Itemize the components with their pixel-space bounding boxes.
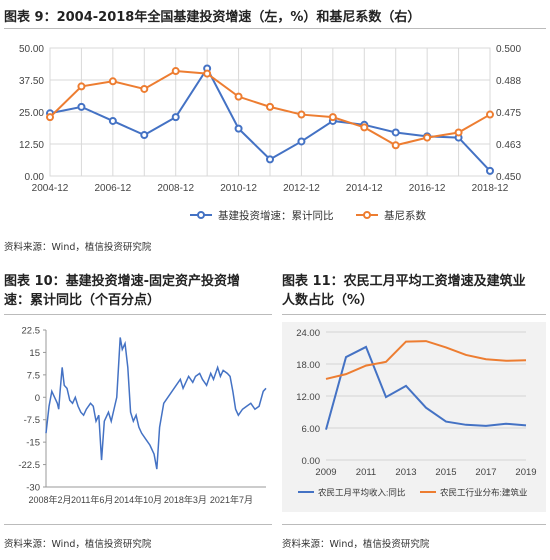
fig10-ytick: -7.5 [24, 415, 40, 426]
fig9-point [360, 123, 369, 132]
fig9-point [46, 113, 54, 122]
fig9-point [391, 128, 400, 137]
fig9-point [77, 102, 86, 111]
fig11-source: 资料来源：Wind，植信投资研究院 [282, 539, 430, 550]
fig9-point [77, 82, 86, 91]
fig9-point [266, 155, 274, 164]
fig11-ytick: 12.00 [296, 392, 320, 403]
fig11-source-rule [282, 524, 546, 525]
fig11-ytick: 24.00 [296, 328, 320, 339]
fig10-xtick: 2021年7月 [210, 494, 253, 505]
fig10-ytick: 15 [29, 348, 40, 359]
fig11-xtick: 2011 [356, 467, 376, 478]
fig9-source: 资料来源：Wind，植信投资研究院 [4, 242, 152, 253]
fig9-title: 图表 9：2004-2018年全国基建投资增速（左，%）和基尼系数（右） [4, 10, 421, 25]
fig11-svg: 0.00 6.00 12.00 18.00 24.00 2009 2011 2013 2015 2… [296, 328, 536, 498]
fig11-xtick: 2017 [475, 467, 496, 478]
fig10-ytick: -30 [26, 483, 40, 494]
fig10-ytick: 0 [35, 393, 40, 404]
fig9-legend-label: 基尼系数 [384, 209, 426, 222]
fig11-ytick: 18.00 [296, 360, 320, 371]
fig9-point [234, 124, 243, 133]
fig11-xtick: 2015 [435, 467, 456, 478]
fig9-xtick: 2004-12 [32, 183, 69, 194]
fig11-legend-label: 农民工月平均收入:同比 [318, 488, 405, 498]
fig10-chart: 22.5 15 7.5 0 -7.5 -15 -22.5 -30 2008年2月 2011年6月 2… [4, 322, 272, 512]
fig9-point [454, 128, 463, 137]
fig9-point [108, 116, 117, 125]
fig10-xtick: 2008年2月 [28, 494, 71, 505]
fig9-title-rule [4, 28, 546, 29]
fig10-title: 图表 10：基建投资增速-固定资产投资增 速：累计同比（个百分点） [4, 272, 274, 310]
fig9-xtick: 2014-12 [346, 183, 383, 194]
fig10-title-line2: 速：累计同比（个百分点） [4, 293, 161, 308]
fig11-title: 图表 11：农民工月平均工资增速及建筑业 人数占比（%） [282, 272, 548, 310]
fig9-point [297, 137, 306, 146]
fig9-xtick: 2012-12 [283, 183, 320, 194]
fig9-point [328, 113, 337, 122]
fig9-ytick-right: 0.475 [496, 108, 521, 119]
fig10-ytick: 22.5 [22, 326, 41, 337]
fig10-ytick: -15 [26, 438, 40, 449]
fig9-legend-marker [197, 211, 205, 219]
fig9-xtick: 2016-12 [409, 183, 446, 194]
fig9-point [297, 110, 306, 119]
fig9-ytick-right: 0.463 [496, 140, 521, 151]
fig9-point [423, 133, 432, 142]
fig11-xtick: 2009 [315, 467, 336, 478]
fig11-legend-label: 农民工行业分布:建筑业 [440, 488, 527, 498]
fig9-point [234, 92, 243, 101]
fig11-xtick: 2019 [515, 467, 536, 478]
fig9-point [108, 77, 117, 86]
fig9-ytick-left: 25.00 [19, 108, 44, 119]
fig11-title-rule [282, 314, 546, 315]
fig11-title-line1: 图表 11：农民工月平均工资增速及建筑业 [282, 274, 526, 289]
fig9-point [140, 131, 149, 140]
fig9-ytick-left: 37.50 [19, 76, 44, 87]
fig9-ytick-right: 0.500 [496, 44, 521, 55]
fig11-ytick: 0.00 [302, 456, 321, 467]
fig9-legend-marker [363, 211, 371, 219]
fig11-title-line2: 人数占比（%） [282, 293, 374, 308]
fig11-xtick: 2013 [395, 467, 416, 478]
fig9-ytick-right: 0.450 [496, 172, 521, 183]
fig9-point [486, 166, 494, 175]
fig9-ytick-left: 0.00 [25, 172, 45, 183]
fig10-xtick: 2011年6月 [71, 494, 113, 505]
fig9-point [171, 113, 180, 122]
fig9-point [140, 84, 149, 93]
fig10-source: 资料来源：Wind，植信投资研究院 [4, 539, 152, 550]
fig11-series-line [325, 340, 527, 380]
fig10-xtick: 2014年10月 [114, 494, 162, 505]
fig9-point [203, 69, 212, 78]
fig10-title-line1: 图表 10：基建投资增速-固定资产投资增 [4, 274, 241, 289]
fig11-ytick: 6.00 [302, 424, 321, 435]
fig9-ytick-left: 12.50 [19, 140, 44, 151]
fig9-svg: 0.00 12.50 25.00 37.50 50.00 0.450 0.463 0.475 0… [19, 44, 521, 222]
fig9-xtick: 2010-12 [220, 183, 257, 194]
fig9-point [266, 102, 274, 111]
fig9-point [171, 67, 180, 76]
fig9-chart: 0.00 12.50 25.00 37.50 50.00 0.450 0.463 0.475 0… [0, 34, 550, 230]
fig10-xtick: 2018年3月 [164, 494, 207, 505]
fig9-ytick-left: 50.00 [19, 44, 44, 55]
fig10-ytick: 7.5 [27, 370, 40, 381]
fig9-point [391, 141, 400, 150]
fig10-title-rule [4, 314, 272, 315]
fig9-legend-label: 基建投资增速：累计同比 [218, 209, 334, 222]
fig10-ytick: -22.5 [18, 460, 40, 471]
fig11-series-line [325, 345, 527, 430]
fig9-xtick: 2008-12 [157, 183, 194, 194]
fig9-xtick: 2006-12 [95, 183, 132, 194]
fig10-source-rule [4, 524, 272, 525]
fig9-ytick-right: 0.488 [496, 76, 521, 87]
fig9-xtick: 2018-12 [472, 183, 509, 194]
fig10-series-line [45, 337, 267, 470]
fig9-point [486, 110, 494, 119]
fig11-chart: 0.00 6.00 12.00 18.00 24.00 2009 2011 2013 2015 2… [282, 322, 546, 512]
